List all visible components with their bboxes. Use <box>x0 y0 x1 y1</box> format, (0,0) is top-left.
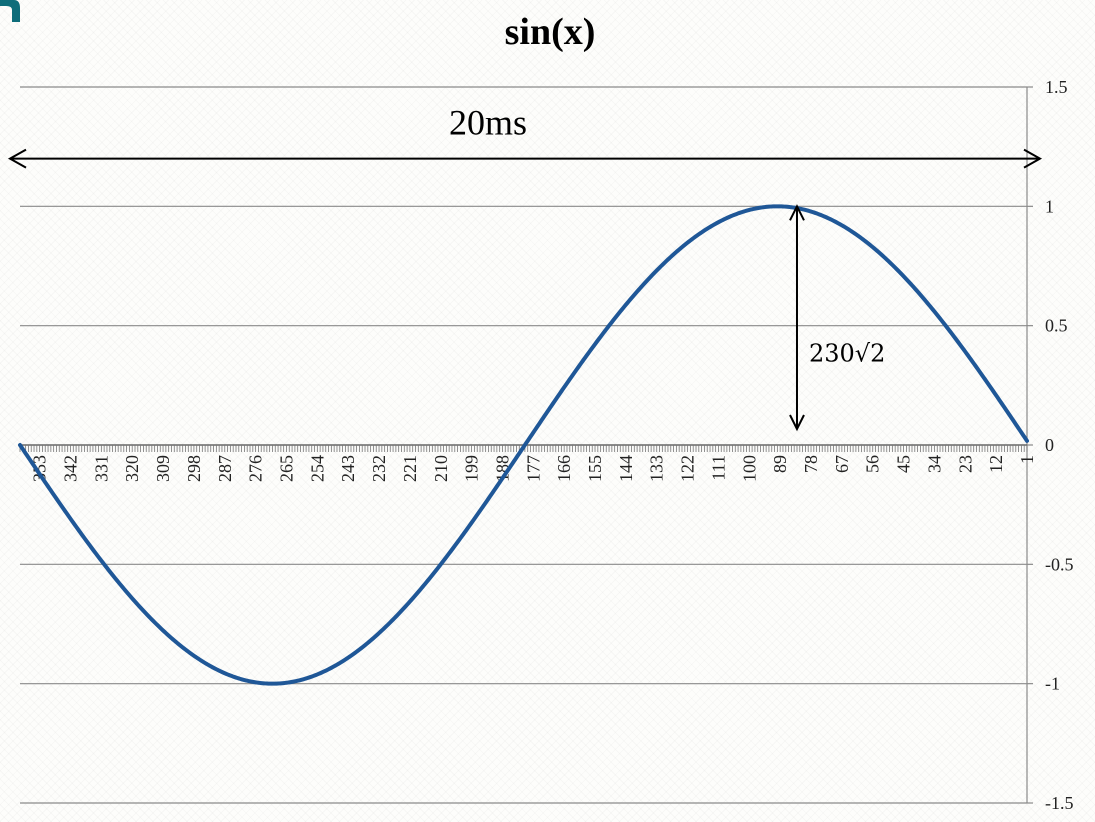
x-tick-label: 100 <box>739 455 759 482</box>
amplitude-arrow-head-top <box>789 204 805 221</box>
period-label: 20ms <box>449 103 527 143</box>
x-tick-label: 331 <box>91 455 111 482</box>
x-tick-label: 78 <box>801 455 821 473</box>
x-tick-label: 221 <box>400 455 420 482</box>
amplitude-label: 230√2 <box>809 339 885 367</box>
x-tick-label: 166 <box>554 455 574 482</box>
x-tick-label: 320 <box>122 455 142 482</box>
x-tick-label: 23 <box>955 455 975 473</box>
series-layer <box>18 204 1029 686</box>
x-tick-label: 265 <box>276 455 296 482</box>
x-minor-ticks <box>19 445 1028 452</box>
x-tick-label: 177 <box>523 455 543 482</box>
y-tick-label: 1.5 <box>1045 77 1068 97</box>
x-tick-label: 254 <box>307 455 327 482</box>
chart-title: sin(x) <box>505 11 596 53</box>
x-tick-label: 309 <box>153 455 173 482</box>
x-tick-label: 276 <box>246 455 266 482</box>
y-tick-label: 0 <box>1045 435 1054 455</box>
y-tick-label: -1 <box>1045 674 1060 694</box>
y-tick-label: 0.5 <box>1045 316 1068 336</box>
y-tick-label: -0.5 <box>1045 554 1074 574</box>
x-tick-label: 122 <box>678 455 698 482</box>
x-tick-label: 155 <box>585 455 605 482</box>
x-tick-label: 1 <box>1017 455 1037 464</box>
x-tick-label: 342 <box>60 455 80 482</box>
x-tick-label: 298 <box>184 455 204 482</box>
x-tick-label: 353 <box>30 455 50 482</box>
x-tick-label: 287 <box>215 455 235 482</box>
x-tick-label: 210 <box>431 455 451 482</box>
x-tick-label: 199 <box>462 455 482 482</box>
x-tick-label: 34 <box>924 455 944 473</box>
annotations: 20ms 230√2 <box>7 103 1043 432</box>
x-tick-label: 188 <box>492 455 512 482</box>
x-tick-label: 111 <box>708 455 728 481</box>
series-line-sin <box>18 204 1029 686</box>
x-tick-label: 45 <box>894 455 914 473</box>
x-tick-label: 243 <box>338 455 358 482</box>
x-tick-label: 133 <box>647 455 667 482</box>
amplitude-arrow-head-bottom <box>789 414 805 432</box>
gridlines <box>20 86 1027 804</box>
x-tick-labels: 353 342 331 320 309 298 287 276 265 254 243 232 221 2… <box>30 455 1037 482</box>
x-tick-label: 232 <box>369 455 389 482</box>
x-tick-label: 144 <box>616 455 636 482</box>
y-tick-label: 1 <box>1045 196 1054 216</box>
x-tick-label: 12 <box>986 455 1006 473</box>
x-tick-label: 89 <box>770 455 790 473</box>
x-tick-label: 56 <box>863 455 883 473</box>
y-tick-label: -1.5 <box>1045 793 1074 813</box>
y-tick-labels: 1.5 1 0.5 0 -0.5 -1 -1.5 <box>1045 77 1074 813</box>
period-arrow-head-left <box>7 148 27 169</box>
period-arrow-head-right <box>1023 148 1043 169</box>
x-tick-label: 67 <box>832 455 852 473</box>
corner-accent-mark <box>0 0 20 22</box>
